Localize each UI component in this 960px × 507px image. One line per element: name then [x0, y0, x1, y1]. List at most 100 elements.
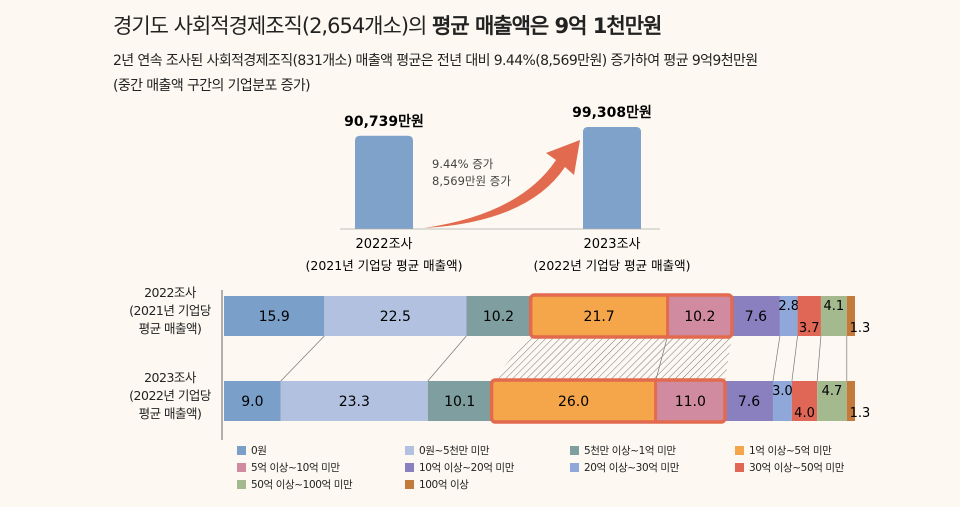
column-category-label: 2022조사: [355, 237, 412, 252]
row-label-line: 평균 매출액): [138, 321, 202, 336]
legend-label: 20억 이상~30억 미만: [584, 462, 679, 474]
legend-label: 100억 이상: [419, 479, 469, 491]
legend-swatch: [405, 463, 414, 472]
legend-label: 5억 이상~10억 미만: [251, 462, 340, 474]
bar-segment: [324, 296, 467, 336]
segment-value-label: 10.2: [483, 309, 514, 325]
column-bar: [355, 135, 413, 229]
bar-segment: [846, 296, 855, 336]
legend-item: 100억 이상: [405, 477, 469, 492]
segment-value-label: 4.7: [822, 384, 843, 399]
segment-value-label: 4.1: [824, 299, 845, 314]
bar-segment: [846, 381, 855, 421]
legend-item: 5억 이상~10억 미만: [237, 460, 340, 475]
segment-value-label: 22.5: [380, 309, 411, 325]
column-bar: [583, 127, 641, 229]
segment-value-label: 9.0: [241, 394, 263, 410]
highlight-box: [528, 293, 734, 339]
legend-item: 10억 이상~20억 미만: [405, 460, 514, 475]
bar-segment: [797, 296, 821, 336]
bar-segment: [817, 381, 847, 421]
highlight-connector-hatch: [491, 336, 732, 381]
legend-label: 50억 이상~100억 미만: [251, 479, 353, 491]
column-category-label: 2023조사: [583, 237, 640, 252]
highlight-box: [489, 378, 727, 424]
subtitle-line2: (중간 매출액 구간의 기업분포 증가): [113, 78, 311, 94]
row-label-line: (2021년 기업당: [129, 303, 211, 318]
legend-item: 30억 이상~50억 미만: [735, 460, 844, 475]
segment-connector-line: [280, 335, 325, 382]
column-data-label: 90,739만원: [344, 114, 424, 130]
segment-value-label: 21.7: [584, 309, 615, 325]
bar-segment: [731, 296, 780, 336]
segment-value-label: 10.1: [444, 394, 475, 410]
row-label-line: 2022조사: [144, 285, 196, 300]
column-category-sublabel: (2021년 기업당 평균 매출액): [306, 258, 463, 273]
subtitle-line1: 2년 연속 조사된 사회적경제조직(831개소) 매출액 평균은 전년 대비 9…: [113, 53, 758, 69]
increase-arrow: [424, 140, 580, 228]
legend-swatch: [405, 480, 414, 489]
segment-value-label: 15.9: [259, 309, 290, 325]
column-category-sublabel: (2022년 기업당 평균 매출액): [534, 258, 691, 273]
segment-value-label: 7.6: [738, 394, 760, 410]
legend-label: 10억 이상~20억 미만: [419, 462, 514, 474]
segment-connector-line: [772, 335, 781, 382]
bar-segment: [655, 381, 726, 421]
legend-label: 5천만 이상~1억 미만: [584, 445, 676, 457]
row-label-line: 평균 매출액): [138, 406, 202, 421]
row-label-line: (2022년 기업당: [129, 388, 211, 403]
annotation-percent: 9.44% 증가: [432, 157, 494, 171]
segment-value-label: 23.3: [339, 394, 370, 410]
segment-value-label: 3.0: [772, 384, 793, 399]
legend-swatch: [735, 463, 744, 472]
bar-segment: [791, 381, 818, 421]
page-title: 경기도 사회적경제조직(2,654개소)의 평균 매출액은 9억 1천만원: [113, 10, 662, 40]
segment-connector-line: [427, 335, 467, 382]
segment-value-label: 3.7: [799, 321, 820, 336]
segment-value-label: 4.0: [794, 406, 815, 421]
bar-segment: [466, 296, 531, 336]
legend-item: 0원: [237, 443, 267, 458]
title-bold: 평균 매출액은 9억 1천만원: [432, 14, 662, 38]
bar-segment: [772, 381, 792, 421]
legend-swatch: [570, 463, 579, 472]
segment-value-label: 1.3: [850, 406, 871, 421]
legend-swatch: [237, 480, 246, 489]
segment-value-label: 26.0: [558, 394, 589, 410]
segment-value-label: 2.8: [778, 299, 799, 314]
segment-connector-line: [791, 335, 798, 382]
legend-swatch: [570, 446, 579, 455]
bar-segment: [530, 296, 668, 336]
legend-item: 5천만 이상~1억 미만: [570, 443, 676, 458]
legend-item: 0원~5천만 미만: [405, 443, 490, 458]
legend-label: 0원: [251, 445, 267, 457]
legend-label: 30억 이상~50억 미만: [749, 462, 844, 474]
segment-connector-line: [655, 335, 668, 382]
segment-value-label: 10.2: [684, 309, 715, 325]
bar-segment: [224, 381, 281, 421]
bar-segment: [491, 381, 656, 421]
bar-segment: [779, 296, 798, 336]
row-label-line: 2023조사: [144, 370, 196, 385]
legend-item: 1억 이상~5억 미만: [735, 443, 832, 458]
legend-label: 0원~5천만 미만: [419, 445, 490, 457]
legend-swatch: [237, 463, 246, 472]
title-plain: 경기도 사회적경제조직(2,654개소)의: [113, 14, 433, 38]
column-data-label: 99,308만원: [572, 105, 652, 121]
segment-value-label: 11.0: [675, 394, 706, 410]
bar-segment: [667, 296, 732, 336]
legend-swatch: [237, 446, 246, 455]
bar-segment: [427, 381, 492, 421]
legend-item: 50억 이상~100억 미만: [237, 477, 353, 492]
bar-segment: [224, 296, 325, 336]
segment-connector-line: [816, 335, 822, 382]
bar-segment: [820, 296, 847, 336]
legend-swatch: [735, 446, 744, 455]
bar-segment: [280, 381, 428, 421]
legend-swatch: [405, 446, 414, 455]
segment-value-label: 7.6: [745, 309, 767, 325]
legend-label: 1억 이상~5억 미만: [749, 445, 832, 457]
